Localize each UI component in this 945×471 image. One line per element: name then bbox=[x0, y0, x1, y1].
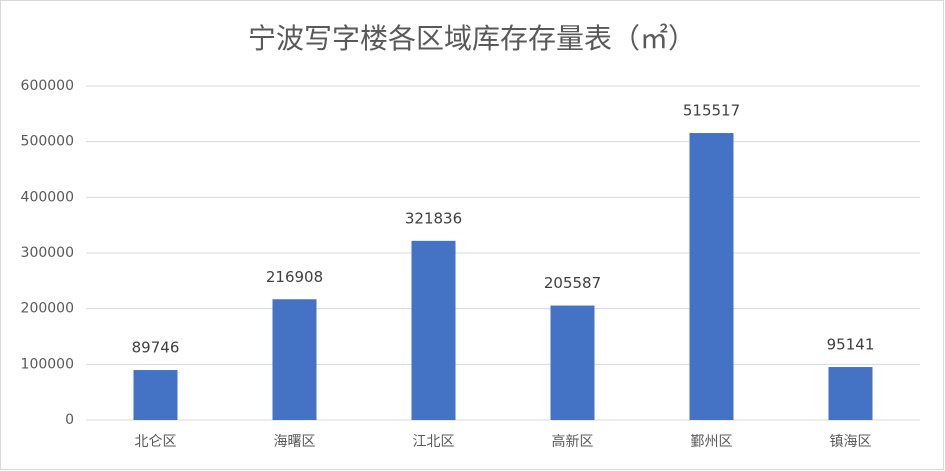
y-tick-label: 300000 bbox=[21, 245, 74, 261]
value-label: 95141 bbox=[827, 336, 875, 354]
x-tick-label: 海曙区 bbox=[274, 434, 316, 450]
value-label: 89746 bbox=[132, 339, 180, 357]
bar bbox=[272, 299, 317, 420]
value-label: 321836 bbox=[405, 209, 462, 227]
bar bbox=[550, 305, 595, 420]
bar bbox=[411, 240, 456, 420]
value-label: 216908 bbox=[266, 268, 323, 286]
x-tick-label: 江北区 bbox=[413, 434, 455, 450]
x-tick-label: 鄞州区 bbox=[691, 434, 733, 450]
value-label: 205587 bbox=[544, 274, 601, 292]
y-tick-label: 100000 bbox=[21, 356, 74, 372]
value-label: 515517 bbox=[683, 102, 740, 120]
y-tick-label: 400000 bbox=[21, 189, 74, 205]
x-tick-label: 北仑区 bbox=[135, 434, 177, 450]
x-tick-label: 高新区 bbox=[552, 433, 594, 450]
x-tick-label: 镇海区 bbox=[830, 434, 872, 450]
y-tick-label: 0 bbox=[65, 412, 74, 428]
bar bbox=[828, 367, 873, 420]
y-tick-label: 500000 bbox=[21, 134, 74, 150]
y-tick-label: 200000 bbox=[21, 301, 74, 317]
chart-title: 宁波写字楼各区域库存存量表（㎡） bbox=[248, 22, 696, 55]
y-tick-label: 600000 bbox=[21, 78, 74, 94]
bar bbox=[689, 133, 734, 420]
bar bbox=[133, 370, 178, 420]
